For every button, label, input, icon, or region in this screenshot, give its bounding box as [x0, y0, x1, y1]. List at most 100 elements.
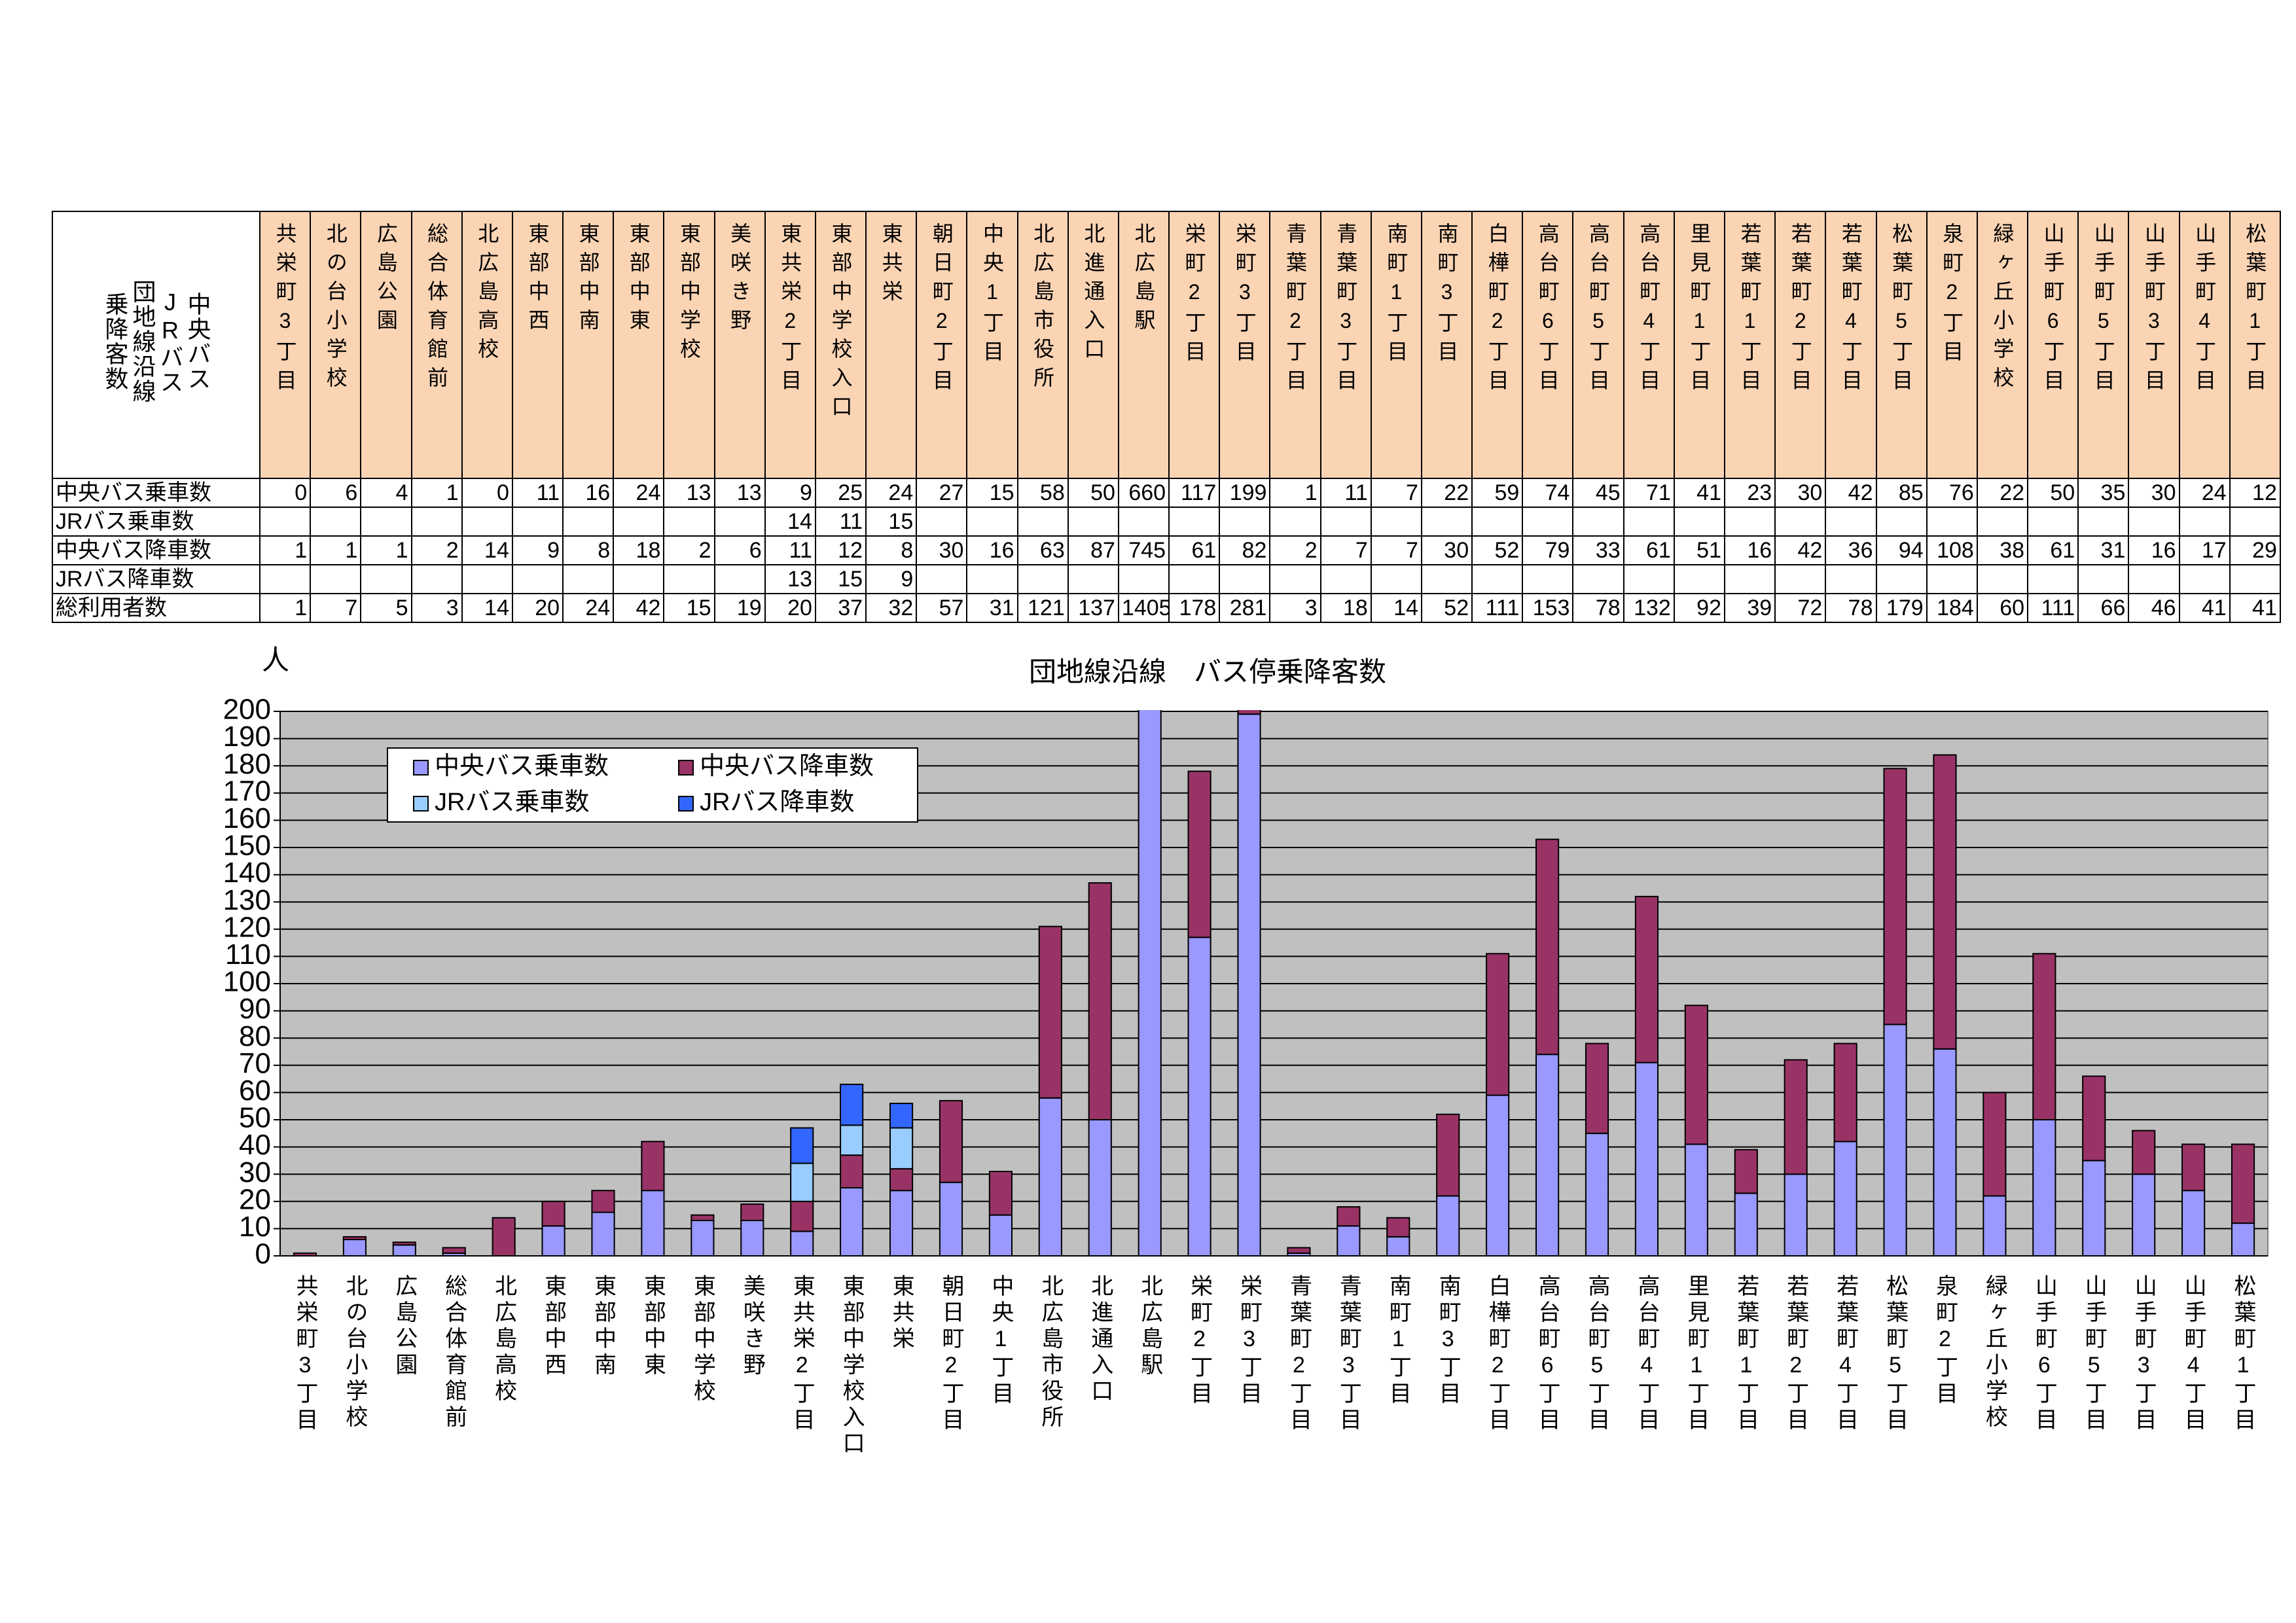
column-header: 松葉町1丁目 — [2229, 211, 2281, 479]
table-cell — [2027, 564, 2079, 594]
table-cell: 8 — [562, 535, 615, 565]
table-cell: 20 — [511, 593, 564, 623]
bar-segment — [1784, 1173, 1808, 1256]
column-header-text: 美咲き野 — [728, 223, 752, 338]
table-cell: 9 — [865, 564, 918, 594]
row-label: 総利用者数 — [52, 593, 260, 623]
column-header-text: 朝日町2丁目 — [929, 223, 954, 398]
table-cell: 0 — [461, 478, 513, 508]
column-header-text: 共栄町3丁目 — [273, 223, 297, 398]
table-cell: 7 — [1370, 535, 1422, 565]
column-header: 朝日町2丁目 — [916, 211, 968, 479]
x-tick-label: 東部中学校 — [690, 1274, 715, 1405]
column-header-text: 白樺町2丁目 — [1485, 223, 1509, 398]
column-header-text: 北広島駅 — [1132, 223, 1156, 338]
table-cell: 32 — [865, 593, 918, 623]
bar-segment — [1982, 1092, 2007, 1197]
bar-segment — [541, 1200, 565, 1227]
table-cell: 13 — [713, 478, 766, 508]
table-cell: 30 — [2128, 478, 2180, 508]
column-header: 若葉町2丁目 — [1774, 211, 1827, 479]
table-cell — [1420, 507, 1473, 537]
x-tick-label: 山手町5丁目 — [2081, 1274, 2106, 1434]
bar-segment — [1734, 1192, 1758, 1256]
table-cell: 36 — [1825, 535, 1877, 565]
bar-segment — [1684, 1005, 1708, 1145]
table-cell: 15 — [966, 478, 1018, 508]
x-tick-label: 白樺町2丁目 — [1485, 1274, 1510, 1434]
column-header: 東共栄 — [865, 211, 918, 479]
y-tick-label: 60 — [239, 1075, 271, 1107]
bar-segment — [889, 1190, 914, 1256]
x-tick-label: 栄町3丁目 — [1237, 1274, 1262, 1408]
table-cell — [1269, 564, 1321, 594]
bar-segment — [1187, 770, 1211, 938]
legend-swatch — [678, 760, 694, 776]
column-header: 北広島市役所 — [1016, 211, 1069, 479]
column-header: 泉町2丁目 — [1926, 211, 1978, 479]
column-header-text: 広島公園 — [374, 223, 398, 338]
bar-segment — [1784, 1059, 1808, 1175]
bar-segment — [988, 1214, 1013, 1256]
table-cell — [1016, 507, 1069, 537]
x-tick-label: 若葉町4丁目 — [1833, 1274, 1858, 1434]
table-cell: 37 — [814, 593, 867, 623]
column-header: 栄町2丁目 — [1168, 211, 1221, 479]
table-cell: 24 — [613, 478, 665, 508]
legend-box — [387, 747, 918, 823]
row-label: JRバス乗車数 — [52, 507, 260, 537]
bar-segment — [1336, 1206, 1361, 1227]
table-cell: 184 — [1926, 593, 1978, 623]
table-cell: 14 — [461, 593, 513, 623]
column-header-text: 東部中東 — [626, 223, 651, 338]
y-tick-label: 180 — [223, 748, 271, 780]
table-cell: 199 — [1219, 478, 1271, 508]
table-cell — [2077, 564, 2130, 594]
column-header-text: 泉町2丁目 — [1940, 223, 1964, 369]
table-cell — [360, 507, 412, 537]
table-cell: 132 — [1623, 593, 1675, 623]
column-header-text: 山手町3丁目 — [2142, 223, 2166, 398]
y-tick-label: 130 — [223, 884, 271, 916]
column-header: 南町1丁目 — [1370, 211, 1422, 479]
table-cell: 2 — [410, 535, 463, 565]
bar-segment — [889, 1127, 914, 1169]
y-tick-label: 100 — [223, 966, 271, 998]
row-label: 中央バス乗車数 — [52, 478, 260, 508]
bar-segment — [1585, 1043, 1609, 1134]
x-tick-label: 若葉町1丁目 — [1734, 1274, 1759, 1434]
bar-segment — [2132, 1173, 2156, 1256]
column-header-text: 高台町6丁目 — [1535, 223, 1560, 398]
bar-segment — [2231, 1222, 2255, 1256]
table-cell — [461, 564, 513, 594]
bar-segment — [840, 1187, 864, 1256]
table-cell — [1572, 507, 1624, 537]
x-tick-label: 泉町2丁目 — [1932, 1274, 1957, 1408]
table-cell — [2178, 507, 2231, 537]
table-cell: 1 — [360, 535, 412, 565]
table-cell — [1319, 507, 1372, 537]
column-header-text: 里見町1丁目 — [1687, 223, 1712, 398]
table-cell: 14 — [1370, 593, 1422, 623]
bar-segment — [840, 1083, 864, 1126]
table-cell — [1370, 564, 1422, 594]
table-cell — [1673, 564, 1725, 594]
bar-segment — [1336, 1225, 1361, 1256]
x-tick-label: 東部中学校入口 — [839, 1274, 864, 1457]
bar-segment — [1386, 1236, 1410, 1256]
table-cell — [966, 507, 1018, 537]
table-cell: 3 — [410, 593, 463, 623]
table-cell — [1219, 564, 1271, 594]
table-cell: 11 — [1319, 478, 1372, 508]
x-tick-label: 北の台小学校 — [342, 1274, 367, 1431]
table-cell — [1926, 564, 1978, 594]
column-header-text: 東部中学校入口 — [829, 223, 853, 424]
bar-segment — [1436, 1195, 1460, 1256]
table-row: 総利用者数 1 7 5 3 14 20 24 42 15 19 20 37 32 57 31 121 137 140… — [52, 593, 2281, 623]
table-cell: 30 — [1420, 535, 1473, 565]
bar-segment — [740, 1203, 764, 1221]
table-cell: 14 — [461, 535, 513, 565]
bar-segment — [2181, 1190, 2206, 1256]
bar-segment — [1436, 1113, 1460, 1197]
y-tick-label: 50 — [239, 1102, 271, 1134]
